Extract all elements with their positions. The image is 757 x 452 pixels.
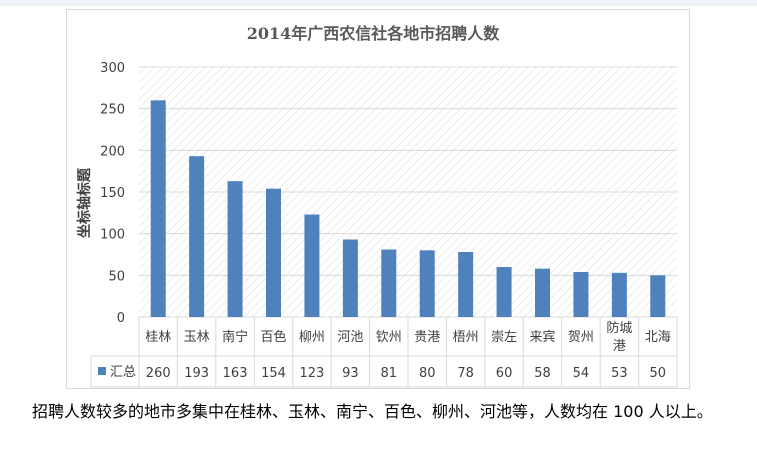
x-tick-label: 南宁 [222, 329, 248, 345]
x-tick-label: 北海 [645, 330, 671, 345]
x-tick-label: 玉林 [184, 330, 210, 345]
bar [573, 272, 589, 317]
x-tick-label: 柳州 [299, 330, 325, 345]
bar [496, 267, 512, 317]
page-top-strip [0, 0, 757, 6]
bar [189, 156, 205, 317]
x-tick-label: 崇左 [491, 330, 517, 345]
bar [266, 188, 281, 317]
data-label: 53 [611, 366, 628, 381]
bar [150, 100, 166, 317]
bar [650, 275, 666, 317]
bar-chart: 2014年广西农信社各地市招聘人数 坐标轴标题 0 50 100 150 200 250 3… [76, 24, 678, 388]
data-label: 54 [573, 366, 590, 381]
bar [381, 249, 397, 317]
x-tick-label: 防城 [606, 320, 632, 336]
data-label: 58 [534, 366, 551, 381]
y-axis-title: 坐标轴标题 [76, 167, 93, 238]
bar [227, 181, 243, 317]
legend-key [98, 367, 106, 375]
caption-paragraph: 招聘人数较多的地市多集中在桂林、玉林、南宁、百色、柳州、河池等，人数均在 100… [0, 398, 757, 425]
y-tick-label: 200 [100, 144, 125, 159]
data-label: 50 [650, 366, 667, 381]
data-label: 154 [261, 366, 286, 381]
data-label: 123 [300, 366, 325, 381]
data-label: 81 [381, 366, 398, 381]
x-tick-label: 港 [613, 339, 626, 354]
x-tick-label: 贵港 [414, 330, 440, 345]
x-tick-label: 百色 [260, 329, 286, 345]
bar [535, 268, 550, 317]
y-tick-label: 0 [117, 311, 125, 326]
chart-frame: 2014年广西农信社各地市招聘人数 坐标轴标题 0 50 100 150 200 250 3… [66, 9, 690, 389]
bar [304, 214, 320, 317]
x-tick-label: 河池 [337, 330, 363, 345]
y-tick-label: 100 [100, 228, 125, 243]
bar [611, 272, 627, 317]
bar [342, 239, 358, 317]
x-tick-label: 钦州 [376, 330, 402, 345]
y-tick-label: 300 [100, 61, 125, 76]
data-label: 80 [419, 366, 436, 381]
data-label: 93 [342, 366, 359, 381]
bar [458, 252, 474, 317]
x-tick-label: 来宾 [529, 329, 555, 345]
y-tick-label: 150 [100, 186, 125, 201]
caption-text: 招聘人数较多的地市多集中在桂林、玉林、南宁、百色、柳州、河池等，人数均在 100… [32, 402, 713, 421]
x-tick-label: 贺州 [568, 330, 594, 345]
x-tick-label: 梧州 [453, 330, 479, 345]
bar [419, 250, 435, 317]
data-label: 78 [457, 366, 474, 381]
legend-label: 汇总 [110, 365, 136, 380]
data-label: 60 [496, 366, 513, 381]
y-tick-label: 50 [108, 269, 125, 284]
x-tick-label: 桂林 [145, 330, 171, 345]
y-tick-label: 250 [100, 103, 125, 118]
data-label: 260 [146, 366, 171, 381]
chart-title: 2014年广西农信社各地市招聘人数 [247, 24, 501, 43]
data-label: 163 [223, 366, 248, 381]
data-label: 193 [184, 366, 209, 381]
